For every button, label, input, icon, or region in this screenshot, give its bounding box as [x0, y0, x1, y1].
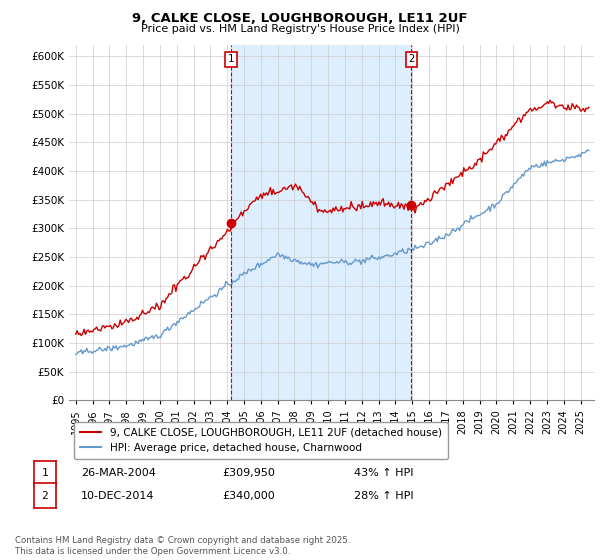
Text: 2: 2: [408, 54, 415, 64]
Text: 1: 1: [228, 54, 234, 64]
Text: 2: 2: [41, 491, 49, 501]
Text: 43% ↑ HPI: 43% ↑ HPI: [354, 468, 413, 478]
Text: 28% ↑ HPI: 28% ↑ HPI: [354, 491, 413, 501]
Text: Contains HM Land Registry data © Crown copyright and database right 2025.
This d: Contains HM Land Registry data © Crown c…: [15, 536, 350, 556]
Text: 10-DEC-2014: 10-DEC-2014: [81, 491, 155, 501]
Text: 26-MAR-2004: 26-MAR-2004: [81, 468, 156, 478]
Text: £340,000: £340,000: [222, 491, 275, 501]
Bar: [231, 45, 411, 400]
Text: 9, CALKE CLOSE, LOUGHBOROUGH, LE11 2UF: 9, CALKE CLOSE, LOUGHBOROUGH, LE11 2UF: [132, 12, 468, 25]
Text: £309,950: £309,950: [222, 468, 275, 478]
Text: Price paid vs. HM Land Registry's House Price Index (HPI): Price paid vs. HM Land Registry's House …: [140, 24, 460, 34]
Legend: 9, CALKE CLOSE, LOUGHBOROUGH, LE11 2UF (detached house), HPI: Average price, det: 9, CALKE CLOSE, LOUGHBOROUGH, LE11 2UF (…: [74, 422, 448, 459]
Text: 1: 1: [41, 468, 49, 478]
